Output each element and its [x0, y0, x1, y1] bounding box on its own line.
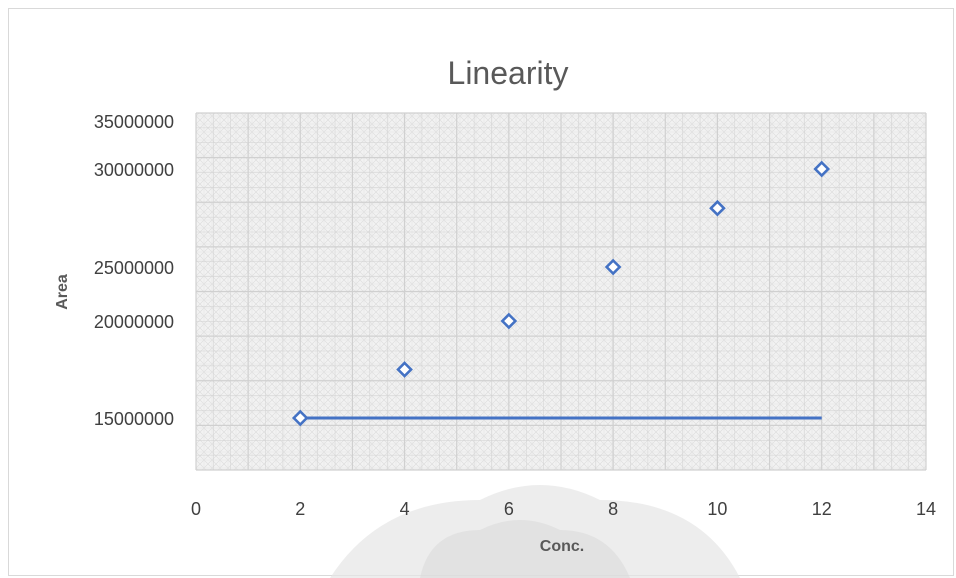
y-tick-label: 20000000	[94, 312, 174, 332]
x-tick-label: 4	[400, 499, 410, 519]
x-tick-label: 0	[191, 499, 201, 519]
y-tick-label: 35000000	[94, 112, 174, 132]
y-axis-title: Area	[54, 274, 71, 310]
x-tick-label: 14	[916, 499, 936, 519]
data-point	[396, 361, 413, 378]
y-tick-label: 30000000	[94, 160, 174, 180]
x-tick-label: 12	[812, 499, 832, 519]
data-point	[604, 258, 622, 276]
x-tick-label: 2	[295, 499, 305, 519]
x-tick-label: 8	[608, 499, 618, 519]
data-point	[291, 409, 309, 427]
data-point	[813, 160, 831, 178]
y-tick-label: 15000000	[94, 409, 174, 429]
data-point	[500, 312, 518, 330]
y-axis-ticks: 15000000 20000000 25000000 30000000 35000000	[94, 112, 174, 429]
x-axis-ticks: 0 2 4 6 8 10 12 14	[191, 499, 936, 519]
y-tick-label: 25000000	[94, 258, 174, 278]
x-tick-label: 6	[504, 499, 514, 519]
data-point	[709, 199, 726, 217]
x-tick-label: 10	[707, 499, 727, 519]
chart-title: Linearity	[448, 55, 569, 91]
data-points	[291, 160, 831, 427]
x-axis-title: Conc.	[540, 538, 584, 555]
